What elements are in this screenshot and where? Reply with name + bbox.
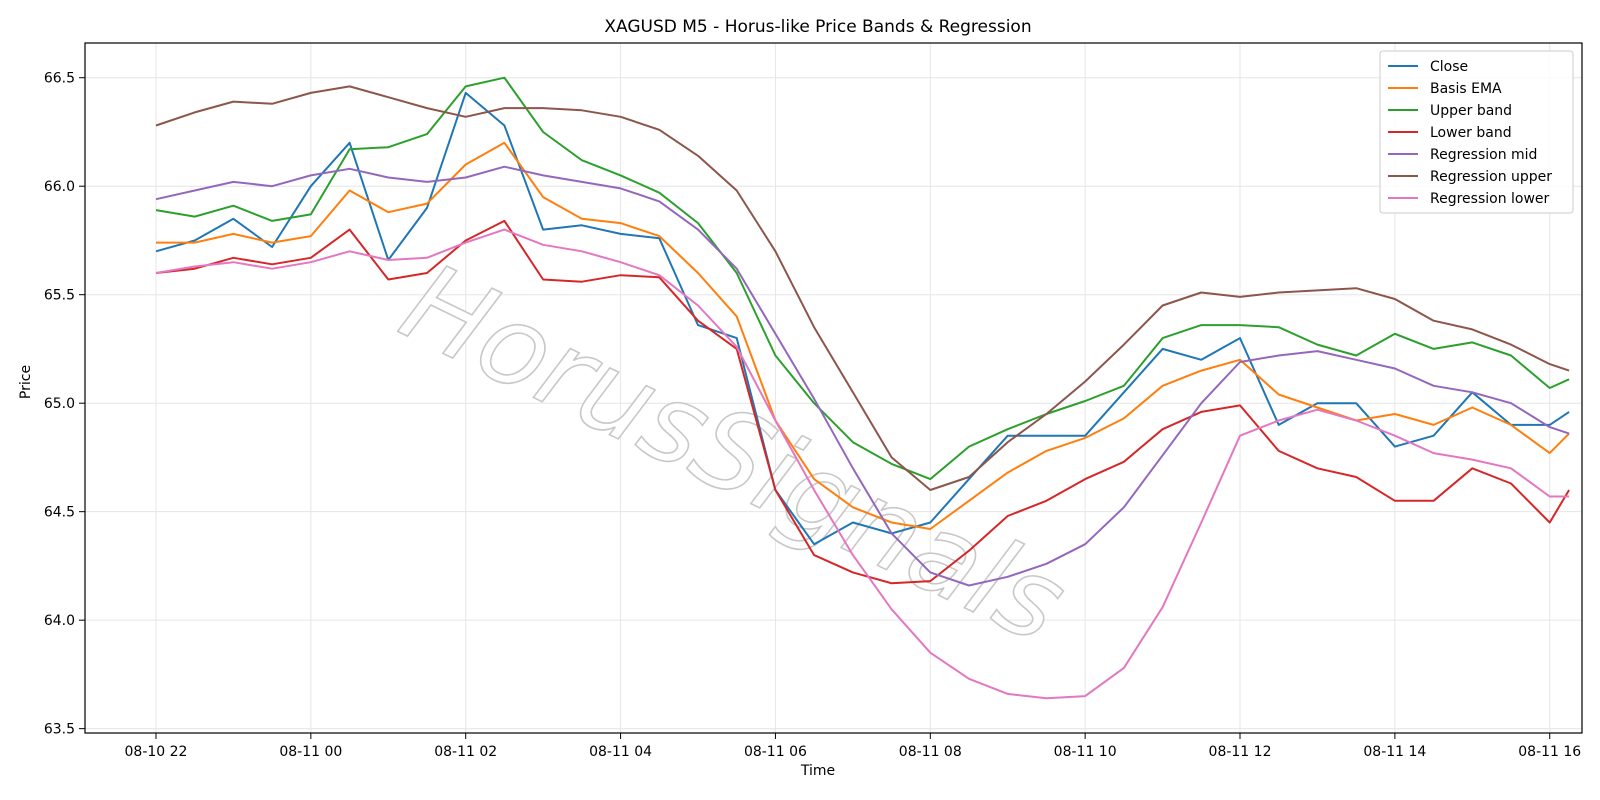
y-tick-label: 65.5 xyxy=(44,288,75,304)
y-tick-label: 66.0 xyxy=(44,179,75,195)
legend-label: Regression mid xyxy=(1430,147,1537,163)
series-line-close xyxy=(155,91,1570,546)
axis-ticks: 08-10 22 08-11 00 08-11 02 08-11 04 08-11 06… xyxy=(44,71,1581,760)
chart-title: XAGUSD M5 - Horus-like Price Bands & Reg… xyxy=(604,17,1031,37)
legend: Close Basis EMA Upper band Lower band Regres… xyxy=(1379,50,1574,214)
x-tick-label: 08-11 06 xyxy=(744,744,807,760)
series-line-regression-mid xyxy=(155,165,1570,587)
x-tick-label: 08-11 16 xyxy=(1518,744,1581,760)
legend-label: Lower band xyxy=(1430,125,1512,141)
y-axis-title: Price xyxy=(18,365,34,399)
x-tick-label: 08-11 02 xyxy=(434,744,497,760)
x-tick-label: 08-11 00 xyxy=(279,744,342,760)
x-tick-label: 08-11 14 xyxy=(1363,744,1426,760)
series-line-regression-lower xyxy=(155,228,1570,700)
y-tick-label: 63.5 xyxy=(44,722,75,738)
legend-label: Regression upper xyxy=(1430,169,1552,185)
x-tick-label: 08-11 08 xyxy=(899,744,962,760)
series-line-regression-upper xyxy=(155,85,1570,491)
y-tick-label: 65.0 xyxy=(44,396,75,412)
legend-box xyxy=(1379,50,1574,214)
plot-series xyxy=(155,76,1570,700)
legend-label: Close xyxy=(1430,59,1468,75)
x-tick-label: 08-11 10 xyxy=(1054,744,1117,760)
legend-label: Basis EMA xyxy=(1430,81,1502,97)
y-tick-label: 64.5 xyxy=(44,505,75,521)
legend-label: Upper band xyxy=(1430,103,1512,119)
x-tick-label: 08-10 22 xyxy=(125,744,188,760)
plot-frame xyxy=(84,42,1583,734)
series-line-lower-band xyxy=(155,219,1570,585)
x-tick-label: 08-11 12 xyxy=(1209,744,1272,760)
series-line-upper-band xyxy=(155,76,1570,481)
x-axis-title: Time xyxy=(800,763,835,779)
y-tick-label: 64.0 xyxy=(44,613,75,629)
legend-label: Regression lower xyxy=(1430,191,1550,207)
y-tick-label: 66.5 xyxy=(44,71,75,87)
x-tick-label: 08-11 04 xyxy=(589,744,652,760)
